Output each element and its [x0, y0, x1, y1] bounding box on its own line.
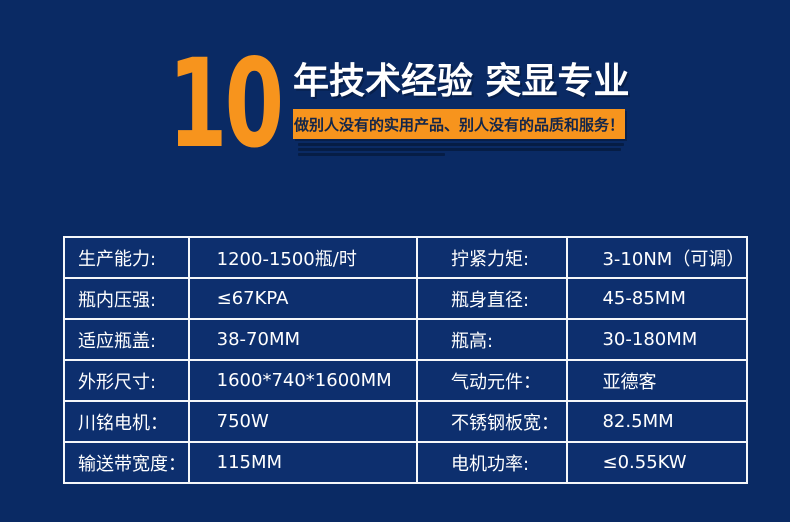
headline: 年技术经验 突显专业: [293, 61, 630, 102]
spec-value: 1200-1500瓶/时: [187, 236, 418, 279]
spec-label: 生产能力:: [63, 236, 190, 279]
spec-value: ≤67KPA: [187, 277, 418, 320]
spec-value: 38-70MM: [187, 318, 418, 361]
fine-print-line: [298, 153, 445, 156]
fine-print: [298, 143, 624, 158]
spec-value: 亚德客: [566, 359, 748, 402]
spec-value: 115MM: [187, 441, 418, 484]
spec-row: 川铭电机： 750W 不锈钢板宽： 82.5MM: [63, 400, 748, 443]
spec-value: 82.5MM: [566, 400, 748, 443]
spec-label: 不锈钢板宽：: [415, 400, 569, 443]
spec-label: 瓶高:: [415, 318, 569, 361]
spec-label: 气动元件：: [415, 359, 569, 402]
spec-label: 瓶身直径:: [415, 277, 569, 320]
spec-value: 3-10NM（可调）: [566, 236, 748, 279]
spec-row: 外形尺寸: 1600*740*1600MM 气动元件： 亚德客: [63, 359, 748, 402]
spec-row: 生产能力: 1200-1500瓶/时 拧紧力矩: 3-10NM（可调）: [63, 236, 748, 279]
spec-row: 适应瓶盖: 38-70MM 瓶高: 30-180MM: [63, 318, 748, 361]
spec-row: 输送带宽度： 115MM 电机功率: ≤0.55KW: [63, 441, 748, 484]
fine-print-line: [298, 143, 624, 146]
spec-label: 拧紧力矩:: [415, 236, 569, 279]
spec-label: 瓶内压强:: [63, 277, 190, 320]
spec-value: 30-180MM: [566, 318, 748, 361]
spec-value: ≤0.55KW: [566, 441, 748, 484]
spec-table: 生产能力: 1200-1500瓶/时 拧紧力矩: 3-10NM（可调） 瓶内压强…: [63, 236, 748, 484]
slogan-banner: 做别人没有的实用产品、别人没有的品质和服务！: [293, 109, 625, 139]
spec-label: 适应瓶盖:: [63, 318, 190, 361]
fine-print-line: [298, 148, 621, 151]
spec-value: 750W: [187, 400, 418, 443]
big-number-10: 10: [168, 33, 284, 175]
spec-label: 外形尺寸:: [63, 359, 190, 402]
spec-label: 川铭电机：: [63, 400, 190, 443]
slogan-text: 做别人没有的实用产品、别人没有的品质和服务！: [293, 115, 624, 134]
spec-value: 1600*740*1600MM: [187, 359, 418, 402]
spec-label: 电机功率:: [415, 441, 569, 484]
spec-value: 45-85MM: [566, 277, 748, 320]
spec-label: 输送带宽度：: [63, 441, 190, 484]
spec-row: 瓶内压强: ≤67KPA 瓶身直径: 45-85MM: [63, 277, 748, 320]
